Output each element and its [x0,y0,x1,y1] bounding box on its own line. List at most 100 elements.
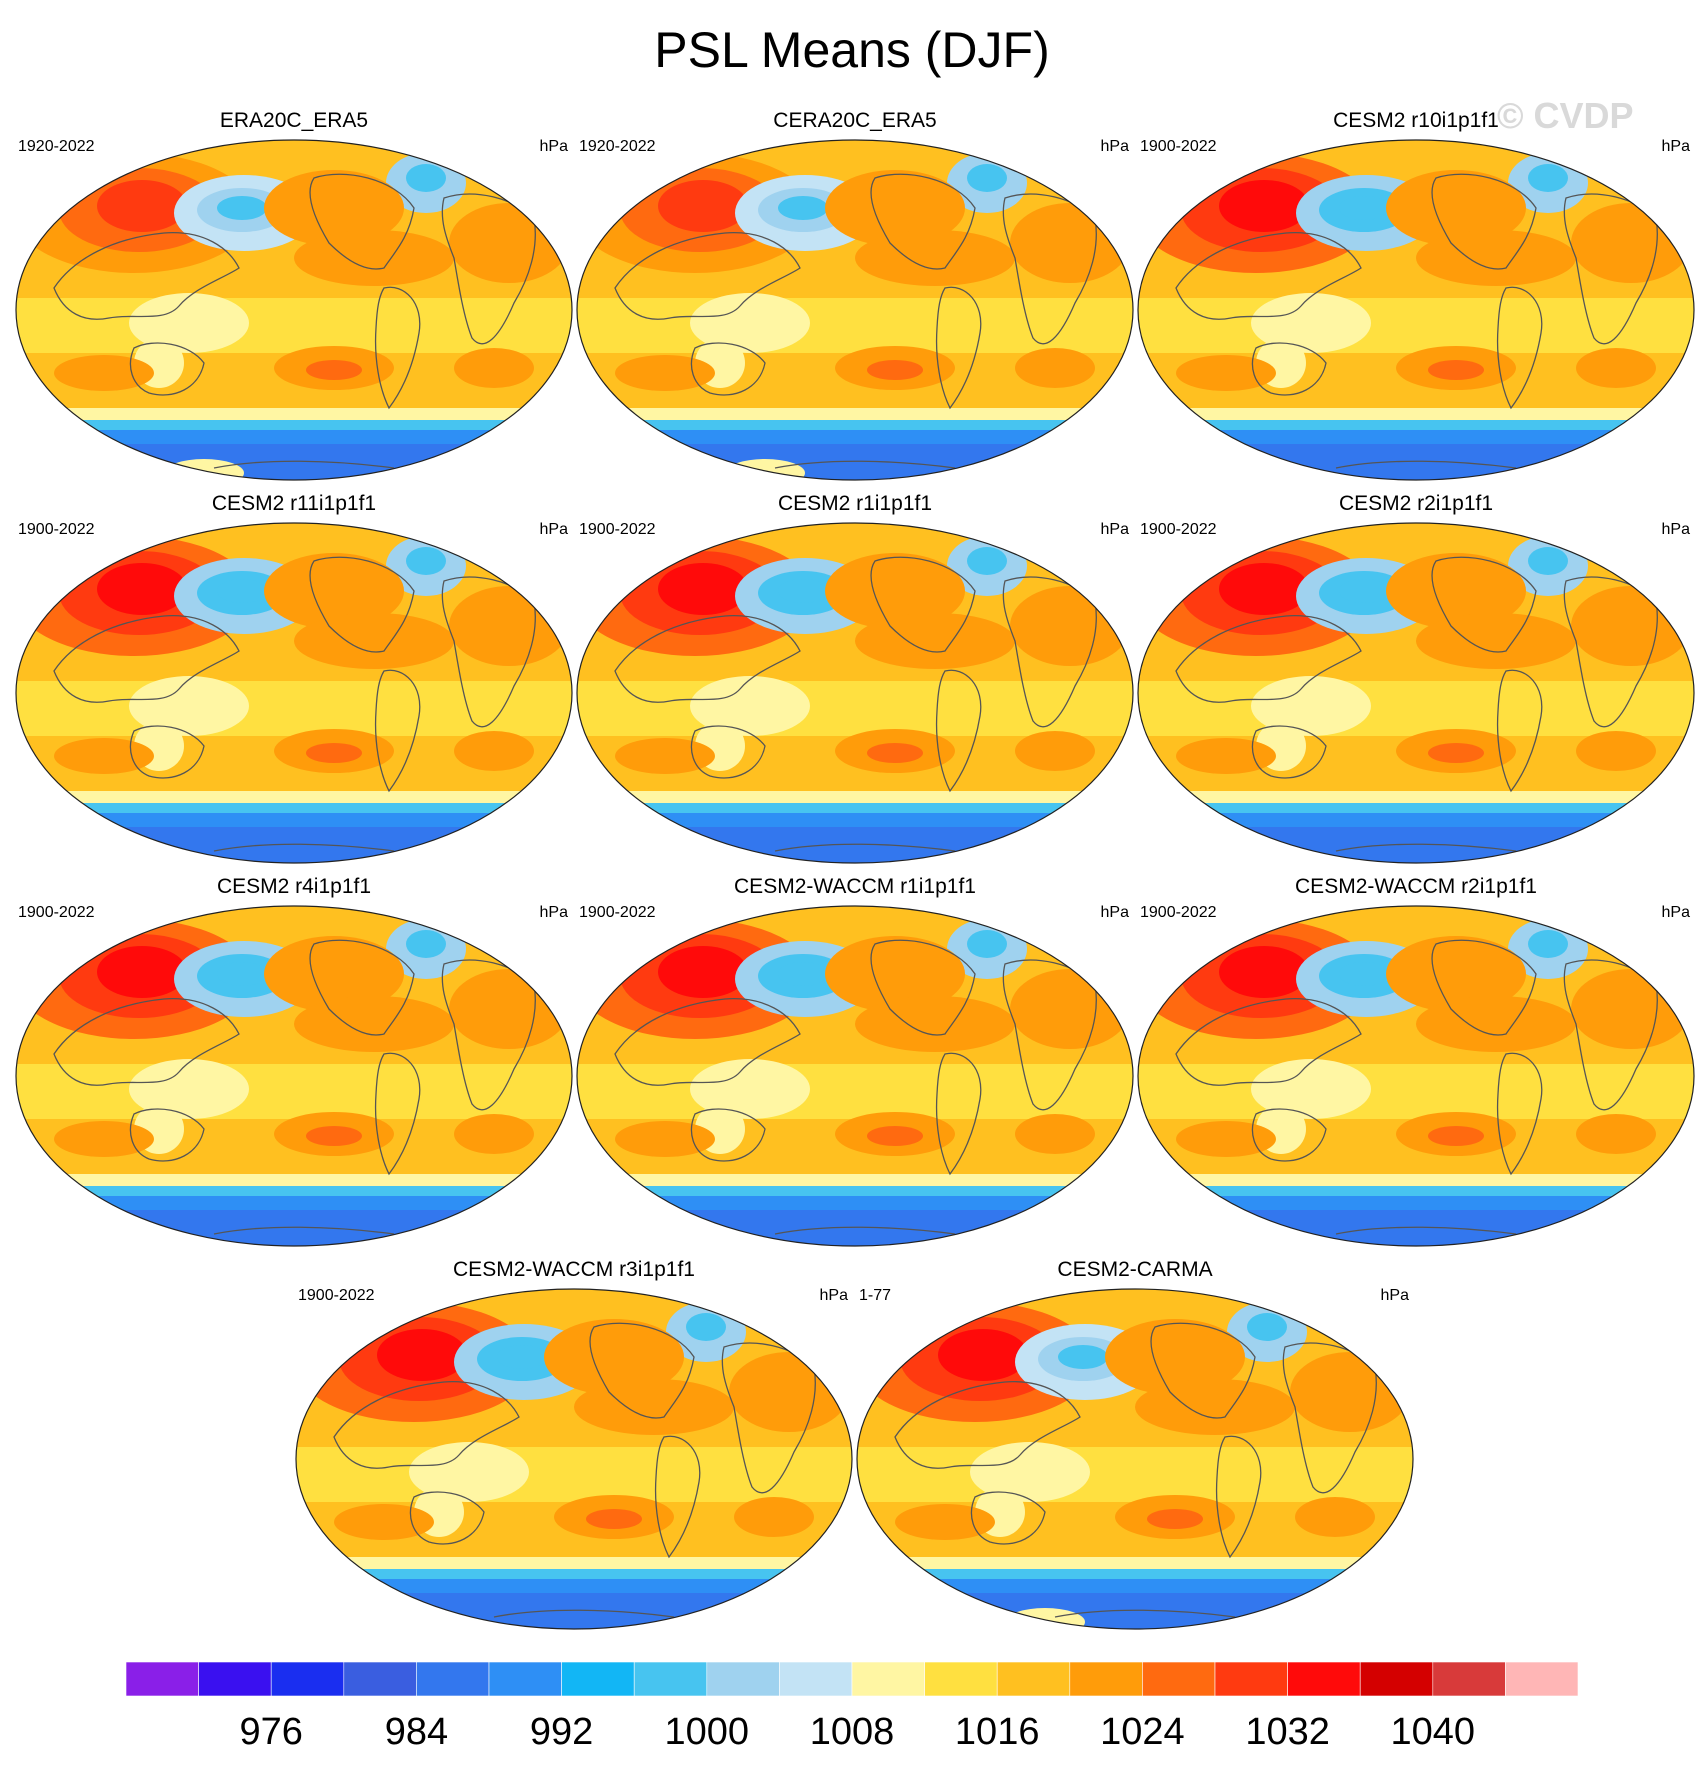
psl-contour [1138,444,1694,480]
psl-contour [1176,355,1276,391]
psl-contour [454,1114,534,1154]
psl-contour [97,946,187,998]
panel-units: hPa [539,521,568,538]
psl-contour [577,430,1133,446]
colorbar-tick-label: 1016 [955,1711,1040,1753]
coastline [333,1381,520,1469]
panel-title: CESM2-CARMA [1057,1258,1213,1281]
coastline [374,286,421,410]
coastline [589,1322,695,1419]
psl-contour [1015,1114,1095,1154]
coastline [53,998,240,1086]
coastline [1251,725,1327,779]
psl-contour [264,170,404,246]
psl-contour [16,1174,572,1188]
psl-contour [1416,613,1576,669]
panel-title: CESM2 r1i1p1f1 [777,492,933,515]
psl-contour [825,170,965,246]
coastline [1335,460,1517,469]
psl-contour [1176,1121,1276,1157]
psl-contour [615,355,715,391]
coastline [970,1491,1046,1545]
map-panel: CERA20C_ERA5 1920-2022 hPa [575,108,1135,483]
colorbar-box [416,1662,490,1697]
psl-contour [1219,563,1309,615]
psl-contour [1571,586,1691,666]
psl-contour [729,1352,849,1432]
map-panel: CESM2 r10i1p1f1 1900-2022 hPa [1136,108,1696,483]
psl-contour [1386,936,1526,1012]
coastline [774,843,956,852]
map-panel: CESM2 r1i1p1f1 1900-2022 hPa [575,491,1135,866]
coastline [129,342,205,396]
coastline [935,1052,982,1176]
map-panel: CESM2 r4i1p1f1 1900-2022 hPa [14,874,574,1249]
psl-contour [1416,996,1576,1052]
psl-contour [1015,731,1095,771]
psl-contour [217,962,267,986]
psl-contour [294,996,454,1052]
psl-contour [967,547,1007,575]
psl-contour [296,1557,852,1571]
psl-contour [1138,827,1694,863]
psl-contour [577,791,1133,805]
psl-contour [264,936,404,1012]
psl-contour [658,180,748,232]
psl-contour [577,420,1133,432]
map-border [856,1288,1414,1630]
psl-map [1137,522,1695,864]
psl-contour [1010,203,1130,283]
colorbar-tick-label: 1008 [810,1711,895,1753]
colorbar-box [270,1662,345,1697]
psl-contour [574,1379,734,1435]
coastline [213,1226,395,1235]
colorbar-box [488,1662,562,1697]
map-border [295,1288,853,1630]
psl-contour [1138,813,1694,829]
map-border [1137,139,1695,481]
psl-contour [497,1345,547,1369]
colorbar-tick-label: 1000 [665,1711,750,1753]
panel-title: CESM2-WACCM r2i1p1f1 [1295,875,1537,898]
coastline [213,843,395,852]
panel-period: 1920-2022 [579,138,656,155]
psl-contour [778,579,828,603]
psl-contour [577,1174,1133,1188]
psl-contour [1528,164,1568,192]
psl-contour [454,348,534,388]
psl-contour [1219,180,1309,232]
psl-contour [217,196,267,220]
psl-contour [1138,430,1694,446]
psl-contour [1138,420,1694,432]
psl-contour [1147,1509,1203,1529]
psl-contour [1528,930,1568,958]
psl-contour [306,743,362,763]
psl-contour [1176,738,1276,774]
psl-contour [1576,348,1656,388]
psl-contour [1138,1196,1694,1212]
coastline [690,342,766,396]
psl-contour [449,203,569,283]
colorbar-box [1432,1662,1506,1697]
panel-period: 1900-2022 [298,1287,375,1304]
panel-period: 1920-2022 [18,138,95,155]
psl-contour [16,803,572,815]
map-panel: CESM2 r2i1p1f1 1900-2022 hPa [1136,491,1696,866]
coastline [614,232,801,320]
psl-contour [1339,196,1389,220]
psl-contour [967,164,1007,192]
map-panel: CESM2-WACCM r2i1p1f1 1900-2022 hPa [1136,874,1696,1249]
psl-contour [825,936,965,1012]
psl-contour [306,1126,362,1146]
psl-map [1137,139,1695,481]
colorbar-box [198,1662,272,1697]
map-border [576,905,1134,1247]
coastline [1431,939,1537,1036]
colorbar-box [706,1662,780,1697]
map-border [576,522,1134,864]
panel-period: 1900-2022 [579,904,656,921]
coastline [1150,1322,1256,1419]
map-border [1137,522,1695,864]
psl-contour [16,430,572,446]
coastline [1215,1435,1262,1559]
